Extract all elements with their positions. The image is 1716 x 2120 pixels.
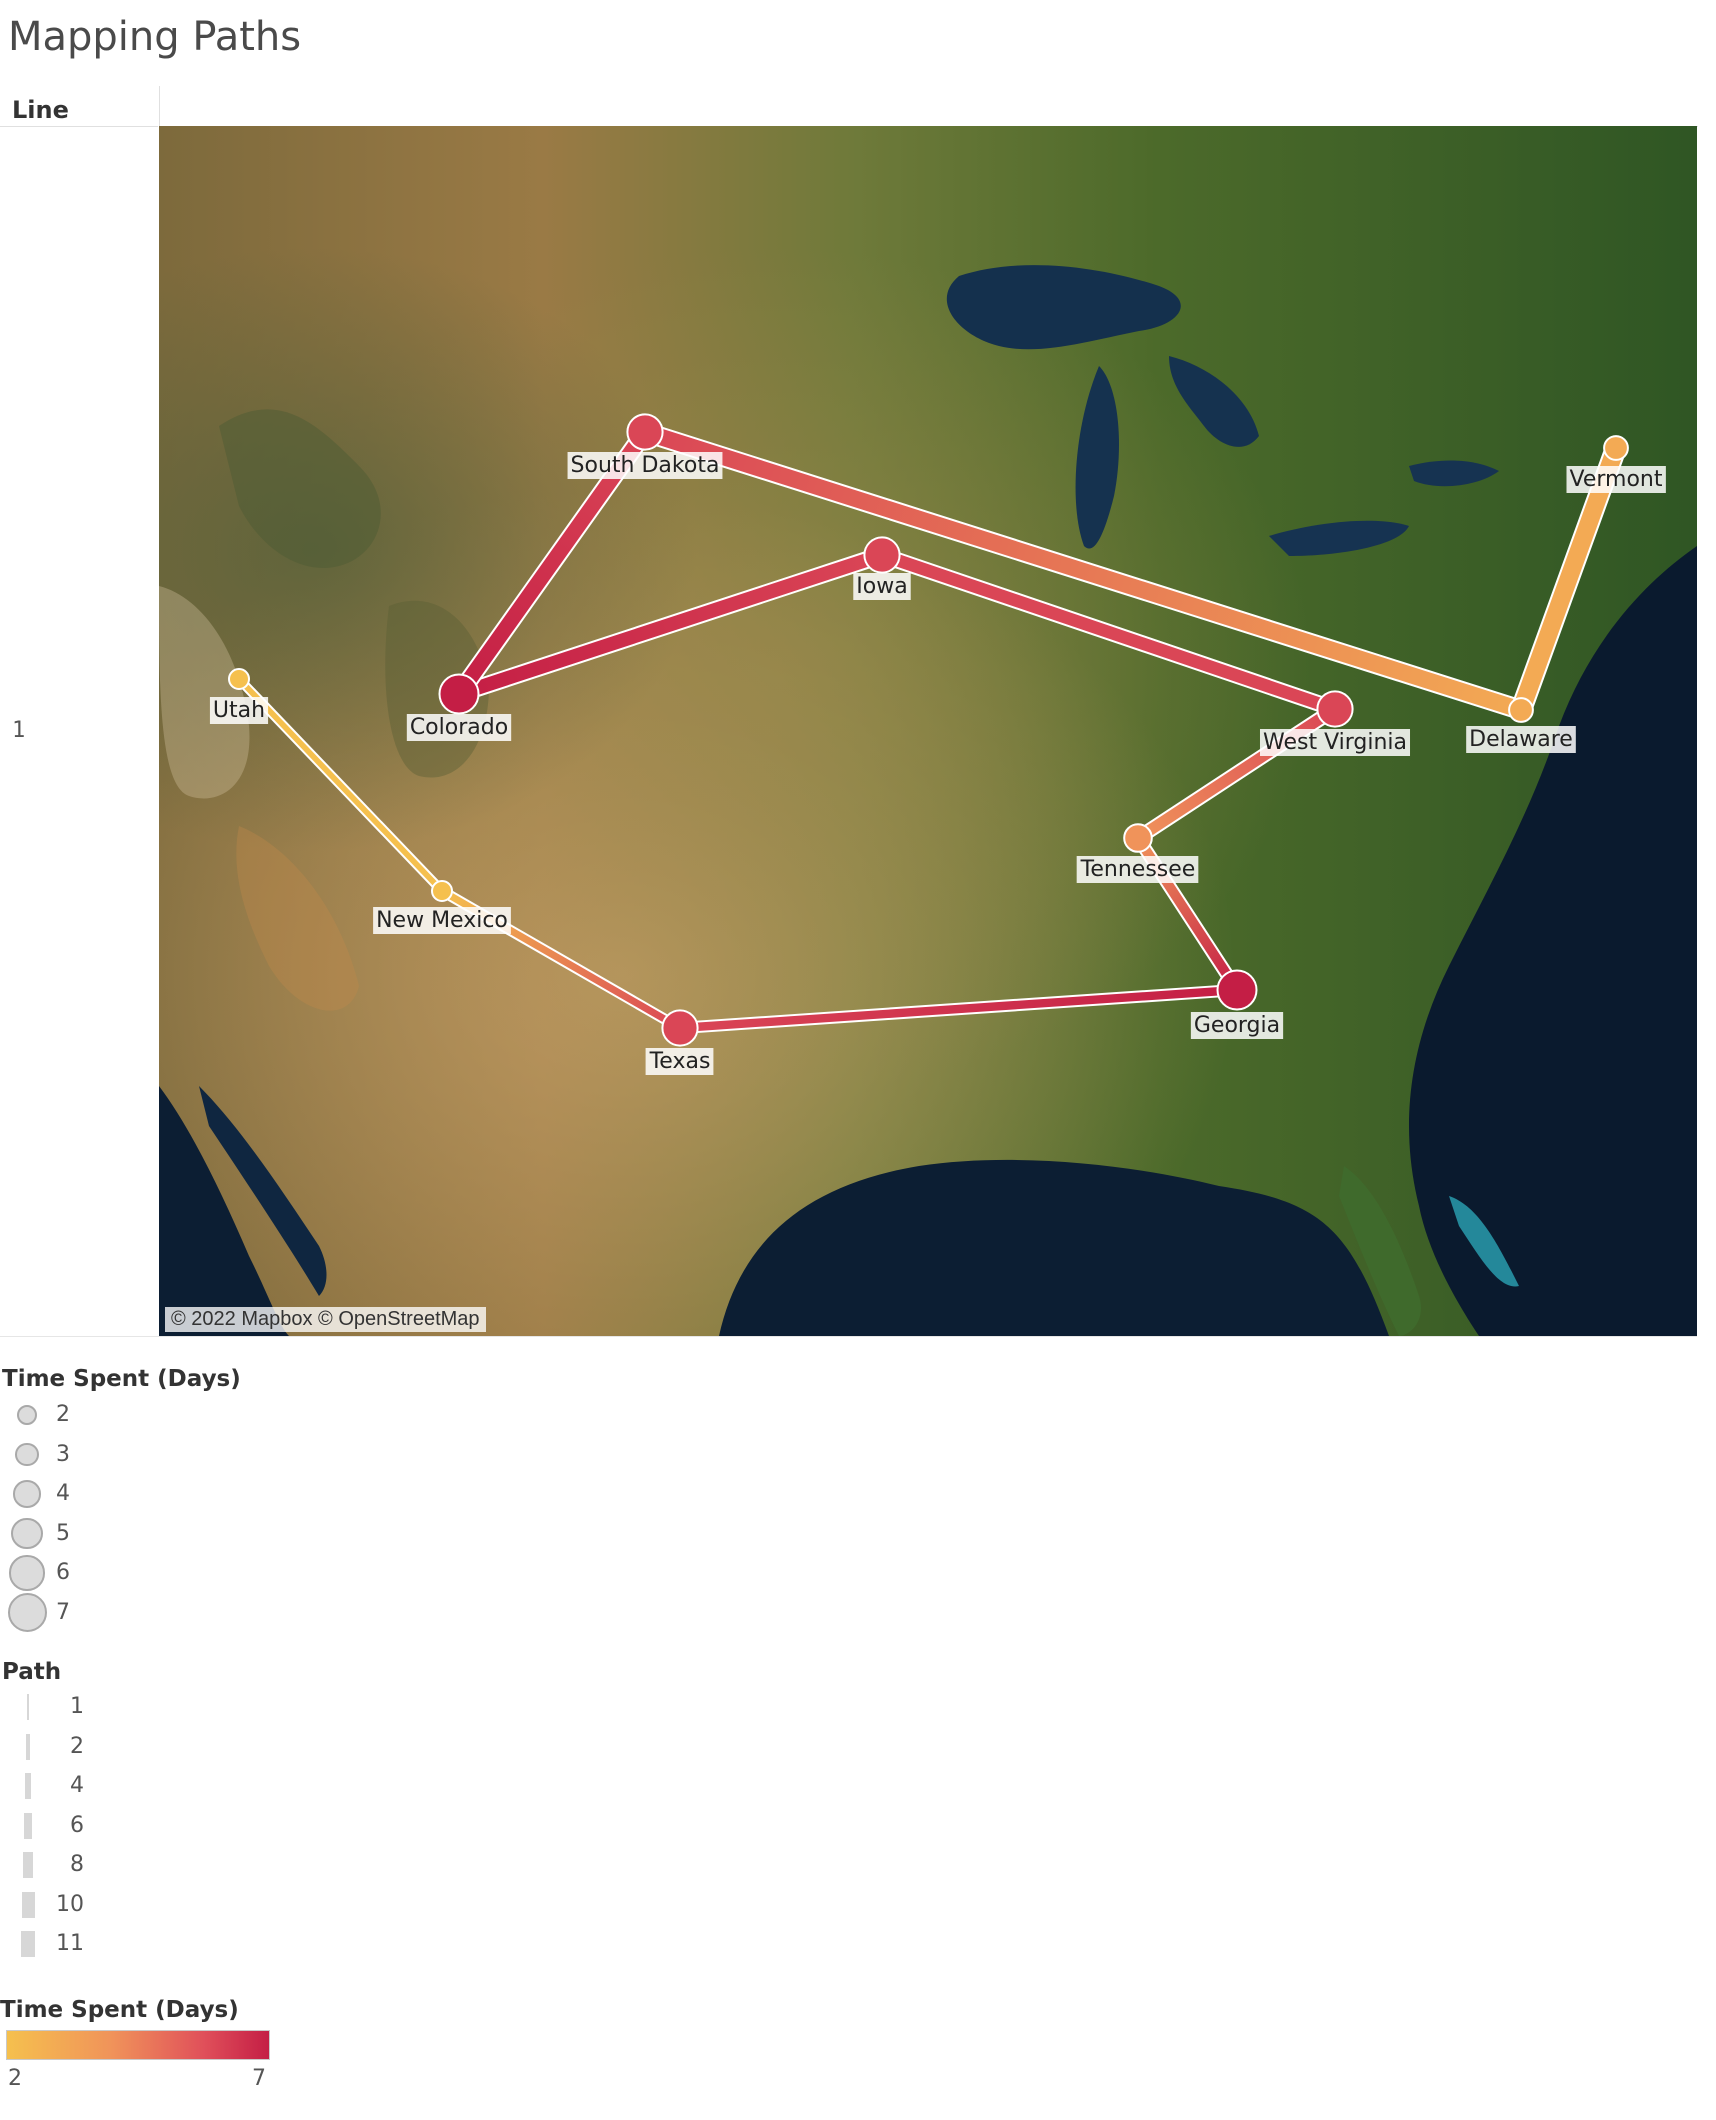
path-legend-item: 6 [0,1811,200,1851]
size-legend-item: 6 [0,1555,200,1596]
path-legend-bar [25,1773,31,1799]
row-value: 1 [12,718,26,743]
route-segment-iowa-to-colorado[interactable] [452,548,889,701]
stop-label-west-virginia: West Virginia [1263,730,1407,755]
size-legend-item: 2 [0,1398,200,1438]
map-attribution: © 2022 Mapbox © OpenStreetMap [165,1307,486,1332]
path-legend-item: 2 [0,1732,200,1772]
size-legend-circle [15,1442,39,1467]
stop-label-utah: Utah [213,698,265,723]
route-segment-utah-to-new-mexico[interactable] [236,676,445,894]
size-legend-circle [7,1593,47,1632]
route-segment-texas-to-georgia[interactable] [675,985,1242,1033]
path-legend-label: 11 [56,1931,84,1956]
stop-label-south-dakota: South Dakota [571,453,720,478]
color-legend-max: 7 [252,2066,266,2091]
stop-label-background [1259,729,1411,756]
size-legend-label: 7 [56,1599,70,1625]
size-legend-label: 4 [56,1481,70,1506]
path-legend-bar [20,1931,36,1957]
stop-marker-new-mexico[interactable] [431,880,453,902]
size-legend-item: 3 [0,1438,200,1478]
size-legend-title: Time Spent (Days) [2,1366,241,1392]
rows-header-label: Line [12,96,69,124]
stop-layer [228,413,1629,1047]
columns-header [159,86,1698,127]
stop-marker-vermont[interactable] [1603,435,1629,461]
stop-label-delaware: Delaware [1469,727,1573,752]
stop-label-colorado: Colorado [410,715,508,740]
rows-header: Line [0,88,158,127]
size-legend-item: 4 [0,1477,200,1517]
stop-label-iowa: Iowa [856,574,907,599]
path-legend-bar [26,1733,30,1760]
stop-marker-tennessee[interactable] [1123,823,1153,853]
path-legend-item: 11 [0,1929,200,1969]
label-layer: Utah New Mexico Texas Georgia Tennessee West … [209,452,1666,1075]
size-legend-circle [11,1517,43,1550]
stop-label-background [1566,466,1666,493]
size-legend-circle [13,1480,41,1508]
size-legend-circle [17,1405,37,1425]
stop-marker-south-dakota[interactable] [626,413,664,451]
color-legend-min: 2 [8,2066,22,2091]
path-legend-label: 10 [56,1891,84,1917]
path-legend-label: 4 [70,1773,84,1798]
route-layer [234,421,1627,1035]
stop-marker-texas[interactable] [661,1009,699,1047]
size-legend-label: 3 [56,1441,70,1467]
color-legend-title: Time Spent (Days) [0,1997,239,2023]
size-legend-label: 5 [56,1520,70,1546]
stop-marker-georgia[interactable] [1216,969,1258,1011]
size-legend-item: 7 [0,1593,200,1636]
size-legend-item: 5 [0,1517,200,1557]
path-legend-title: Path [2,1659,62,1685]
stop-label-background [373,907,511,934]
map-canvas[interactable]: Utah New Mexico Texas Georgia Tennessee West … [159,126,1697,1336]
stop-label-tennessee: Tennessee [1080,857,1196,882]
size-legend-label: 6 [56,1560,70,1585]
stop-label-background [209,697,269,724]
size-legend-label: 2 [56,1402,70,1427]
path-legend-item: 1 [0,1692,200,1732]
path-legend-bar [26,1694,30,1720]
stop-label-background [853,573,911,600]
stop-label-background [406,714,512,741]
stop-label-new-mexico: New Mexico [376,908,508,933]
stop-label-vermont: Vermont [1570,467,1663,492]
page-title: Mapping Paths [8,14,302,60]
stop-marker-utah[interactable] [228,668,250,690]
stop-marker-iowa[interactable] [863,536,901,574]
route-segment-west-virginia-to-iowa[interactable] [875,548,1342,716]
stop-label-background [645,1048,714,1075]
path-legend-label: 8 [70,1852,84,1877]
map-attribution-text: © 2022 Mapbox © OpenStreetMap [171,1308,480,1330]
color-legend-gradient [6,2030,270,2060]
stop-label-background [1076,856,1199,883]
path-legend-label: 2 [70,1733,84,1759]
stop-label-georgia: Georgia [1194,1013,1280,1038]
route-segment-south-dakota-to-delaware[interactable] [636,423,1530,719]
stop-label-background [567,452,723,479]
stop-label-background [1190,1012,1284,1039]
stop-marker-west-virginia[interactable] [1316,690,1354,728]
path-legend-item: 10 [0,1890,200,1930]
row-divider [0,1336,1697,1337]
path-legend-label: 6 [70,1812,84,1838]
stop-label-texas: Texas [649,1049,711,1074]
size-legend-circle [9,1555,45,1591]
stop-label-background [1466,726,1576,753]
path-legend-bar [23,1812,33,1839]
path-legend-label: 1 [70,1694,84,1719]
stop-marker-delaware[interactable] [1508,697,1534,723]
path-legend-item: 4 [0,1771,200,1811]
path-legend-item: 8 [0,1850,200,1890]
map-view[interactable]: Utah New Mexico Texas Georgia Tennessee West … [159,126,1697,1336]
path-legend-bar [22,1852,34,1878]
path-legend-bar [21,1891,35,1918]
stop-marker-colorado[interactable] [438,673,480,715]
basemap [159,126,1697,1336]
